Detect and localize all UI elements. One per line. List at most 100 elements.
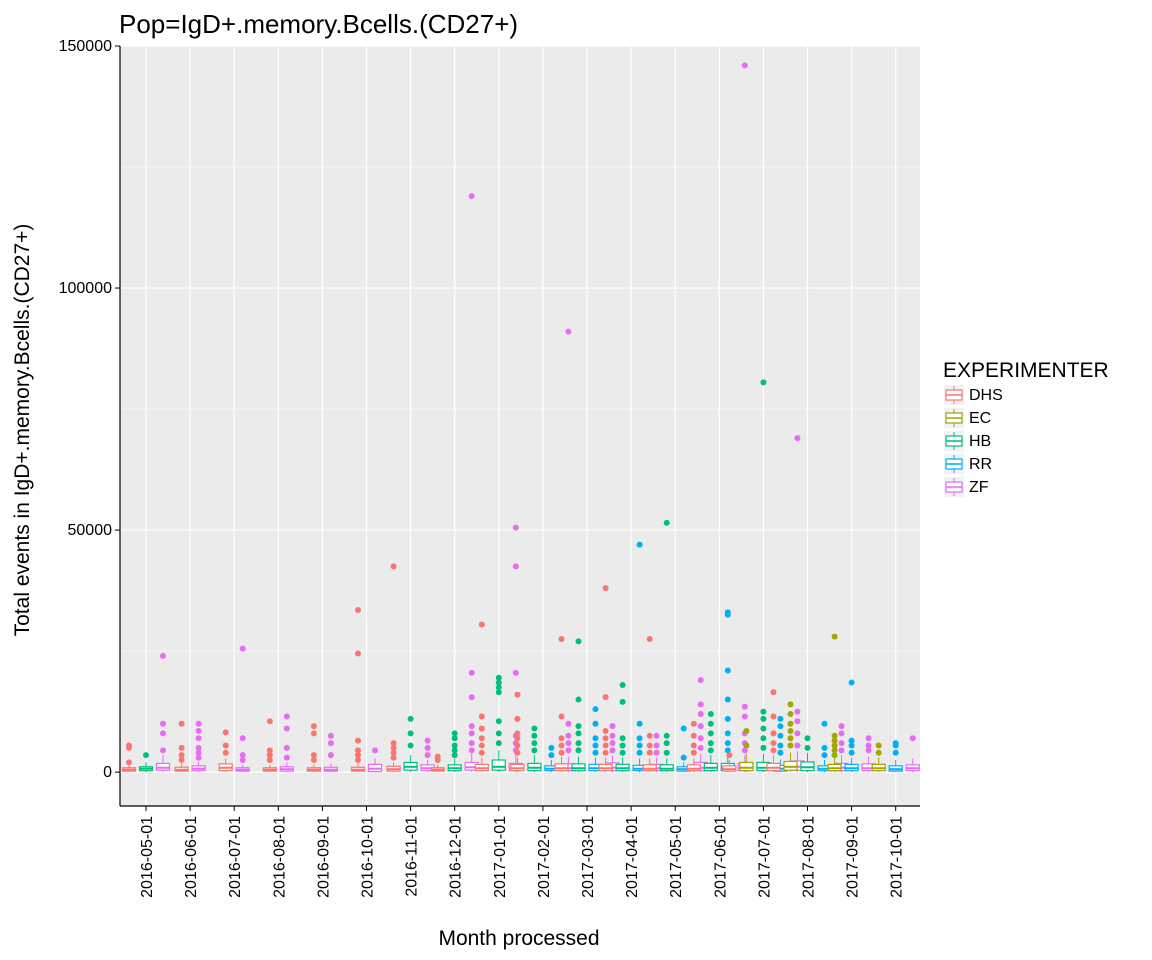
- outlier-point: [838, 730, 845, 737]
- outlier-point: [865, 742, 872, 749]
- outlier-point: [495, 740, 502, 747]
- outlier-point: [777, 723, 784, 730]
- box-ZF-2016-10-01: [367, 747, 383, 773]
- outlier-point: [838, 747, 845, 754]
- outlier-point: [178, 744, 185, 751]
- outlier-point: [892, 749, 899, 756]
- outlier-point: [619, 681, 626, 688]
- outlier-point: [495, 679, 502, 686]
- outlier-point: [239, 757, 246, 764]
- outlier-point: [848, 742, 855, 749]
- outlier-point: [636, 742, 643, 749]
- x-tick-label: 2017-05-01: [668, 816, 685, 898]
- outlier-point: [160, 720, 166, 727]
- y-axis-title: Total events in IgD+.memory.Bcells.(CD27…: [11, 224, 34, 637]
- legend-label: HB: [969, 433, 991, 450]
- outlier-point: [434, 753, 441, 760]
- box-DHS-2016-10-01: [350, 606, 366, 773]
- outlier-point: [178, 752, 185, 759]
- outlier-point: [653, 749, 660, 756]
- outlier-point: [495, 689, 502, 696]
- box-DHS-2017-01-01: [474, 621, 489, 773]
- outlier-point: [726, 752, 733, 759]
- outlier-point: [390, 563, 397, 570]
- box-DHS-2017-07-01: [722, 752, 737, 773]
- box-EC-2017-08-01: [783, 701, 798, 773]
- outlier-point: [760, 744, 767, 751]
- outlier-point: [390, 749, 397, 756]
- box-HB-2016-11-01: [403, 715, 418, 773]
- outlier-point: [468, 730, 475, 737]
- outlier-point: [160, 730, 166, 737]
- outlier-point: [760, 725, 767, 732]
- legend-title: EXPERIMENTER: [943, 359, 1109, 382]
- outlier-point: [327, 740, 334, 747]
- outlier-point: [794, 742, 801, 749]
- x-tick-label: 2017-07-01: [756, 816, 773, 898]
- outlier-point: [424, 737, 431, 744]
- box-ZF-2016-12-01: [464, 193, 479, 773]
- box-EC-2017-10-01: [871, 742, 886, 773]
- outlier-point: [283, 713, 290, 720]
- outlier-point: [478, 749, 485, 756]
- outlier-point: [602, 585, 609, 592]
- outlier-point: [565, 740, 572, 747]
- legend-label: EC: [969, 410, 991, 427]
- legend-item-DHS: DHS: [944, 385, 1003, 405]
- y-axis-ticks: 0 50000 100000 150000: [59, 38, 120, 781]
- outlier-point: [283, 725, 290, 732]
- outlier-point: [875, 749, 882, 756]
- box-DHS-2016-11-01: [386, 563, 401, 773]
- outlier-point: [222, 742, 229, 749]
- outlier-point: [663, 519, 670, 526]
- outlier-point: [787, 735, 794, 742]
- outlier-point: [178, 720, 185, 727]
- outlier-point: [195, 754, 202, 761]
- outlier-point: [707, 747, 714, 754]
- outlier-point: [741, 747, 748, 754]
- outlier-point: [531, 725, 538, 732]
- outlier-point: [741, 703, 748, 710]
- outlier-point: [697, 701, 704, 708]
- box-ZF-2017-10-01: [905, 735, 920, 773]
- outlier-point: [239, 735, 246, 742]
- box-ZF-2016-11-01: [420, 737, 435, 773]
- outlier-point: [787, 720, 794, 727]
- outlier-point: [451, 735, 458, 742]
- x-axis-ticks: 2016-05-01 2016-06-01 2016-07-01 2016-08-01…: [139, 806, 906, 898]
- outlier-point: [575, 747, 582, 754]
- box-HB-2017-07-01: [756, 379, 771, 773]
- outlier-point: [310, 752, 317, 759]
- outlier-point: [770, 730, 777, 737]
- outlier-point: [619, 742, 626, 749]
- x-tick-label: 2016-08-01: [271, 816, 288, 898]
- outlier-point: [126, 759, 132, 766]
- x-tick-label: 2017-06-01: [712, 816, 729, 898]
- box-RR-2017-09-01: [844, 679, 859, 773]
- outlier-point: [831, 752, 838, 759]
- outlier-point: [548, 752, 555, 759]
- outlier-point: [804, 735, 811, 742]
- legend-label: ZF: [969, 479, 989, 496]
- x-axis-title: Month processed: [438, 927, 599, 950]
- outlier-point: [575, 740, 582, 747]
- box-DHS-2016-09-01: [306, 723, 321, 773]
- x-tick-label: 2017-09-01: [845, 816, 862, 898]
- axes: [119, 46, 920, 807]
- box-DHS-2016-05-01: [121, 742, 137, 773]
- outlier-point: [838, 740, 845, 747]
- outlier-point: [680, 725, 687, 732]
- x-tick-label: 2016-12-01: [448, 816, 465, 898]
- outlier-point: [565, 328, 572, 335]
- outlier-point: [663, 732, 670, 739]
- outlier-point: [514, 742, 521, 749]
- outlier-point: [512, 524, 519, 531]
- outlier-point: [355, 737, 361, 744]
- outlier-point: [619, 735, 626, 742]
- grid-lines: [120, 45, 920, 806]
- outlier-point: [592, 749, 599, 756]
- outlier-point: [239, 752, 246, 759]
- outlier-point: [821, 744, 828, 751]
- outlier-point: [468, 723, 475, 730]
- box-HB-2017-06-01: [703, 711, 718, 773]
